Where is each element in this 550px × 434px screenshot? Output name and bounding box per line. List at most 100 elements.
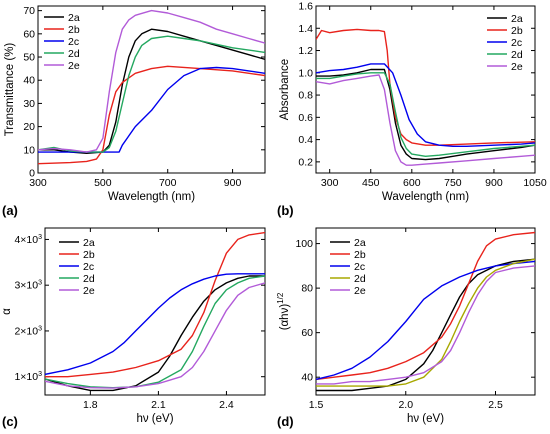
- y-tick-label: 0.2: [298, 156, 313, 168]
- y-tick-label: 30: [23, 98, 35, 110]
- x-tick-label: 750: [444, 177, 462, 189]
- legend-label: 2a: [68, 12, 80, 24]
- panel-label-a: (a): [2, 203, 18, 218]
- y-tick-label: 60: [23, 28, 35, 40]
- panel-label-d: (d): [277, 414, 294, 429]
- legend-label: 2c: [511, 37, 522, 49]
- y-axis-title: Absorbance: [279, 59, 291, 120]
- y-tick-label: 40: [23, 75, 35, 87]
- series-line-2c: [45, 273, 265, 376]
- x-axis-title: Wavelength (nm): [382, 191, 469, 203]
- y-tick-label: 1×103: [14, 371, 42, 383]
- legend-label: 2b: [68, 24, 80, 36]
- panel-label-b: (b): [277, 203, 294, 218]
- series-line-2a: [45, 275, 265, 392]
- y-tick-label: 10: [23, 144, 35, 156]
- plot-frame: [37, 5, 266, 174]
- legend-label: 2d: [511, 49, 523, 61]
- panel-a: 300 500 700 900 0 10 20 30 40 50 60 70 Wavelength (n…: [4, 5, 266, 203]
- legend-label: 2d: [83, 273, 95, 285]
- x-axis-title: Wavelength (nm): [108, 191, 195, 203]
- x-tick-label: 300: [321, 177, 339, 189]
- series-line-2e: [45, 282, 265, 389]
- x-tick-label: 300: [29, 177, 47, 189]
- y-tick-label: 80: [301, 283, 313, 295]
- x-tick-label: 1.5: [309, 399, 324, 411]
- y-tick-label: 0.8: [298, 90, 313, 102]
- y-axis-title: (αhν)1/2: [276, 292, 291, 330]
- legend-label: 2b: [354, 249, 366, 261]
- x-axis-title: hν (eV): [407, 413, 444, 425]
- series-line-2b: [38, 65, 265, 165]
- x-tick-label: 1050: [523, 177, 547, 189]
- x-tick-label: 500: [94, 177, 112, 189]
- y-tick-label: 1.4: [298, 23, 313, 35]
- series-line-2c: [38, 66, 265, 153]
- plot-frame: [315, 5, 536, 174]
- y-tick-label: 0.4: [298, 134, 313, 146]
- series-line-2b: [316, 28, 535, 146]
- legend-label: 2a: [511, 13, 523, 25]
- y-tick-label: 50: [23, 52, 35, 64]
- legend-label: 2b: [511, 25, 523, 37]
- y-tick-label: 1.6: [298, 1, 313, 13]
- series-line-2b: [316, 231, 535, 381]
- x-tick-label: 2.1: [151, 399, 166, 411]
- y-tick-label: 4×103: [14, 234, 42, 246]
- legend-label: 2a: [83, 237, 95, 249]
- y-tick-label: 0.6: [298, 112, 313, 124]
- y-tick-label: 70: [23, 5, 35, 17]
- plot-frame: [44, 227, 266, 396]
- x-tick-label: 700: [159, 177, 177, 189]
- y-tick-label: 1.2: [298, 45, 313, 57]
- legend-label: 2d: [68, 48, 80, 60]
- y-tick-label: 1.0: [298, 67, 313, 79]
- legend-label: 2c: [83, 261, 94, 273]
- y-tick-label: 3×103: [14, 280, 42, 292]
- y-tick-label: 20: [23, 121, 35, 133]
- panel-label-c: (c): [2, 414, 18, 429]
- series-line-2e: [38, 9, 265, 153]
- x-tick-label: 900: [485, 177, 503, 189]
- series-line-2a: [316, 68, 535, 161]
- x-tick-label: 900: [224, 177, 242, 189]
- legend-label: 2a: [354, 237, 366, 249]
- legend-label: 2b: [83, 249, 95, 261]
- legend-label: 2e: [354, 285, 366, 297]
- series-line-2d: [45, 275, 265, 389]
- y-tick-label: 2×103: [14, 325, 42, 337]
- y-axis-title: Transmittance (%): [4, 43, 16, 137]
- x-tick-label: 2.5: [488, 399, 503, 411]
- panel-b: 300 450 600 750 900 1050 0.2 0.4 0.6 0.8 1.0 1.2 1.4…: [279, 1, 547, 204]
- legend-label: 2e: [68, 60, 80, 72]
- series-line-2e: [316, 265, 535, 385]
- legend-label: 2c: [354, 261, 365, 273]
- series-line-2e: [316, 74, 535, 166]
- legend-label: 2e: [511, 61, 523, 73]
- x-tick-label: 2.0: [398, 399, 413, 411]
- x-tick-label: 450: [362, 177, 380, 189]
- series-line-2a: [38, 28, 265, 154]
- x-axis-title: hν (eV): [136, 413, 173, 425]
- y-tick-label: 40: [301, 372, 313, 384]
- series-line-2c: [316, 63, 535, 147]
- plot-frame: [315, 227, 536, 396]
- series-line-2c: [316, 260, 535, 381]
- x-tick-label: 600: [403, 177, 421, 189]
- legend-label: 2d: [354, 273, 366, 285]
- series-line-2d: [316, 72, 535, 157]
- y-tick-label: 60: [301, 327, 313, 339]
- y-tick-label: 100: [295, 238, 313, 250]
- series-line-2b: [45, 231, 265, 378]
- series-line-2d: [316, 258, 535, 387]
- y-tick-label: 0: [29, 168, 35, 180]
- legend-label: 2c: [68, 36, 79, 48]
- y-axis-title: α: [1, 308, 13, 315]
